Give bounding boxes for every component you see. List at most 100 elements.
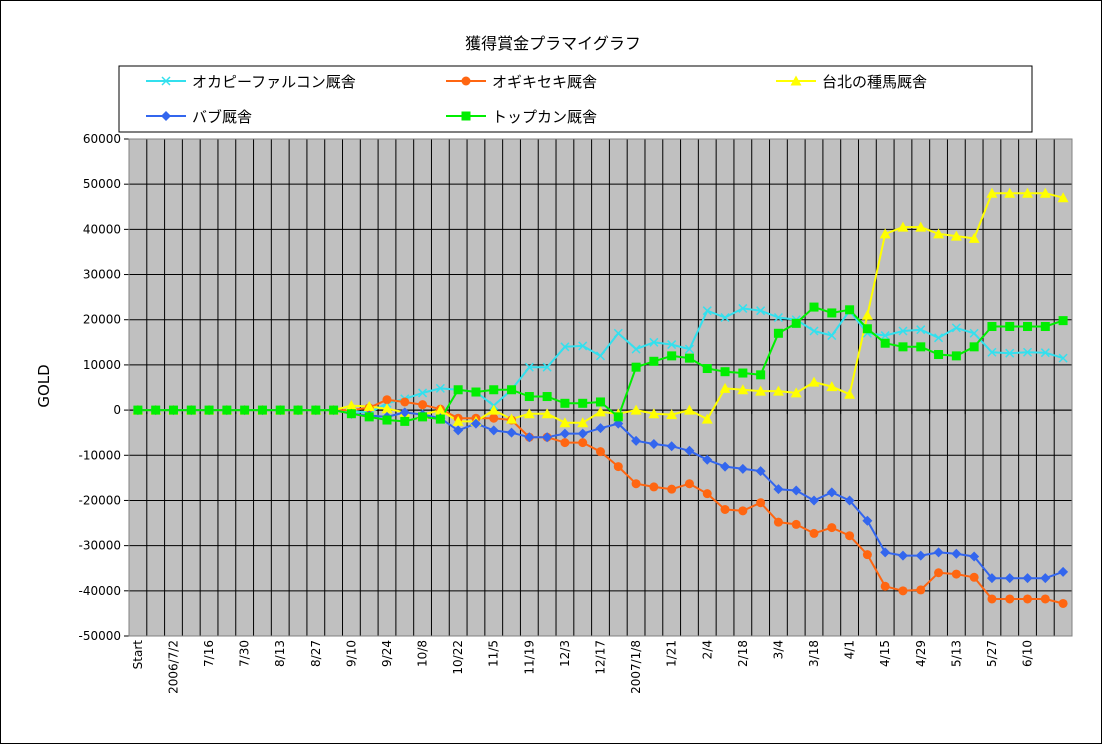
x-tick-label: 12/17 [594,640,608,675]
data-point-series-5 [613,412,623,422]
data-point-series-3 [933,228,945,239]
data-point-series-4 [809,495,820,506]
data-point-series-1-stroke [987,347,997,357]
data-point-series-3 [950,230,962,241]
data-point-series-1-stroke [1040,348,1050,358]
data-point-series-2 [880,581,890,591]
x-tick-label: 8/13 [273,640,287,667]
legend-swatch-marker [161,111,171,121]
x-tick-label: 3/4 [771,640,785,659]
data-point-series-1-stroke [524,362,534,372]
data-point-series-3 [719,382,731,393]
data-point-series-1 [649,337,659,347]
data-point-series-3 [1004,187,1016,198]
data-point-series-1-stroke [418,388,428,398]
x-tick-label: 3/18 [807,640,821,667]
data-point-series-3 [826,381,838,392]
legend-label: オカピーファルコン厩舎 [192,73,356,91]
y-tick-label: 50000 [83,177,121,191]
data-point-series-5 [346,409,356,419]
y-tick-label: -50000 [78,629,121,643]
data-point-series-4 [1058,566,1069,577]
data-point-series-1 [969,328,979,338]
x-tick-label: 6/10 [1021,640,1035,667]
data-point-series-3 [701,413,713,424]
x-tick-label: 9/10 [344,640,358,667]
data-point-series-5 [151,405,161,415]
chart-title: 獲得賞金プラマイグラフ [465,34,641,53]
data-point-series-5 [702,364,712,374]
data-point-series-3 [595,406,606,417]
data-point-series-3 [772,385,784,396]
data-point-series-5 [1040,322,1050,332]
data-point-series-5 [204,405,214,415]
data-point-series-4 [666,441,677,452]
data-point-series-4 [488,425,499,436]
data-point-series-4 [559,428,570,439]
data-point-series-3 [737,384,749,395]
data-point-series-4 [773,484,784,495]
legend-label: バブ厩舎 [192,108,252,126]
data-point-series-3 [968,232,980,243]
x-tick-label: 11/19 [522,640,536,675]
data-point-series-5 [186,405,196,415]
plot-border [128,138,1073,637]
data-point-series-3 [808,376,820,387]
data-point-series-2 [667,484,677,494]
data-point-series-2 [738,506,748,516]
y-tick-label: 40000 [83,222,121,236]
data-point-series-1 [720,312,730,322]
data-point-series-1-stroke [720,312,730,322]
data-point-series-1-stroke [1022,347,1033,357]
data-point-series-3 [790,387,802,398]
data-point-series-2 [613,462,623,472]
data-point-series-1 [542,362,552,372]
data-point-series-5 [293,405,303,415]
data-point-series-1 [756,306,766,316]
data-point-series-2 [987,594,997,604]
data-point-series-3 [986,187,998,198]
data-point-series-1-stroke [613,328,623,338]
data-point-series-2 [702,489,712,499]
legend-entry-1: オカピーファルコン厩舎 [146,73,356,91]
data-point-series-5 [418,412,428,422]
data-point-series-5 [560,398,570,408]
data-point-series-5 [631,362,641,372]
data-point-series-1 [1040,348,1050,358]
data-point-series-5 [862,324,872,334]
legend-swatch-marker [461,111,471,121]
data-point-series-1 [631,344,641,354]
data-point-series-4 [1022,573,1033,584]
legend-entry-3: 台北の種馬厩舎 [776,73,927,91]
data-point-series-1 [613,328,623,338]
data-point-series-4 [399,407,410,418]
data-point-series-4 [986,573,997,584]
data-point-series-5 [578,398,588,408]
data-point-series-3 [648,408,660,419]
data-point-series-1 [1005,348,1015,358]
data-point-series-2 [1005,594,1015,604]
data-point-series-1-stroke [916,325,926,335]
x-tick-label: 11/5 [487,640,501,667]
data-point-series-1 [418,388,428,398]
data-point-series-5 [507,385,517,395]
data-point-series-4 [951,548,962,559]
data-point-series-5 [1058,316,1068,326]
data-point-series-5 [596,397,605,407]
data-point-series-5 [756,370,766,380]
legend-label: 台北の種馬厩舎 [822,73,927,91]
data-point-series-5 [435,414,445,424]
data-point-series-5 [773,328,783,338]
y-tick-label: -10000 [78,448,121,462]
data-point-series-4 [506,427,517,438]
data-point-series-3 [879,228,891,239]
data-point-series-1 [916,325,926,335]
data-point-series-1-stroke [827,331,837,341]
legend-label: オギキセキ厩舎 [492,73,597,91]
data-point-series-4 [826,487,837,498]
data-point-series-3 [861,309,873,320]
data-point-series-3 [381,403,393,414]
data-point-series-1 [595,351,606,361]
data-point-series-1-stroke [773,312,783,322]
